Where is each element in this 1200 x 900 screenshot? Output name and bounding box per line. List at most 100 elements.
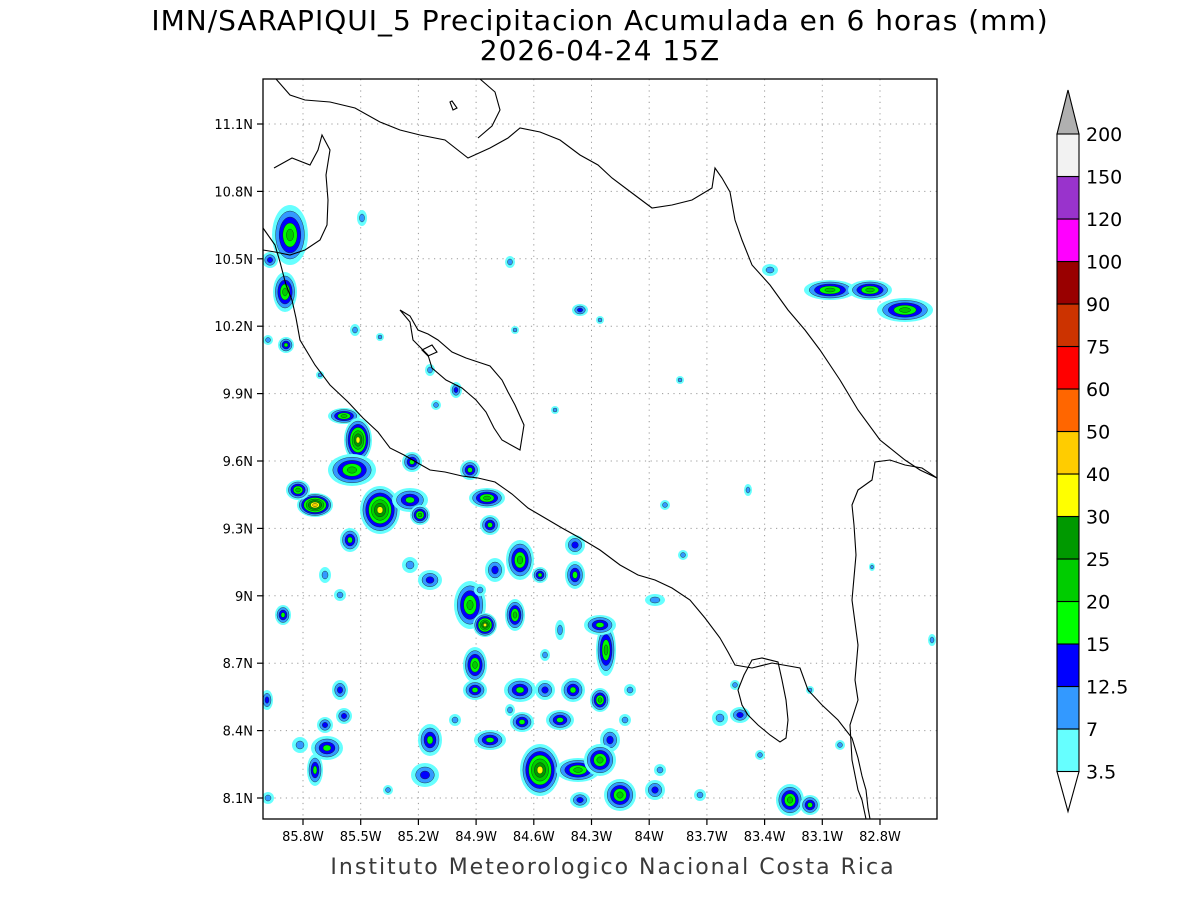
precip-contour: [576, 797, 584, 803]
colorbar-label: 15: [1086, 634, 1110, 656]
colorbar-box: [1056, 685, 1080, 730]
colorbar-label: 120: [1086, 209, 1122, 231]
precip-contour: [552, 407, 558, 413]
precip-contour: [491, 565, 499, 575]
precip-contour: [483, 495, 491, 501]
precip-contour: [837, 742, 843, 748]
precip-contour: [736, 712, 744, 718]
precip-contour: [336, 591, 344, 599]
colorbar-box: [1056, 345, 1080, 390]
precip-contour: [507, 706, 513, 714]
precip-contour: [385, 787, 391, 793]
lat-label: 9.9N: [223, 388, 253, 403]
precip-contour: [471, 687, 479, 693]
precip-contour: [426, 735, 434, 745]
colorbar-label: 40: [1086, 464, 1110, 486]
island-chira: [421, 344, 438, 357]
precip-contour: [542, 651, 548, 659]
longitude-labels: 85.8W 85.5W 85.2W 84.9W 84.6W 84.3W 84W 83.7W 83…: [282, 830, 901, 845]
map-subtitle: 2026-04-24 15Z: [479, 34, 721, 67]
precip-contour: [656, 766, 664, 774]
precip-contour: [824, 287, 836, 293]
precip-contour: [352, 326, 358, 334]
precip-contour: [680, 552, 686, 558]
precip-contour: [340, 414, 348, 418]
lon-label: 85.8W: [282, 830, 324, 845]
precip-contour: [597, 697, 603, 703]
precip-contour: [596, 756, 604, 764]
precip-contour: [280, 612, 286, 618]
lon-label: 84.6W: [513, 830, 555, 845]
lat-label: 10.2N: [214, 320, 253, 335]
map-title: IMN/SARAPIQUI_5 Precipitacion Acumulada …: [151, 4, 1049, 37]
caribbean-coast: [275, 79, 937, 479]
precip-contour: [537, 572, 543, 578]
lat-label: 8.7N: [223, 657, 253, 672]
colorbar-label: 150: [1086, 167, 1122, 189]
precip-contour: [425, 576, 435, 584]
colorbar-label: 200: [1086, 124, 1122, 146]
precip-contour: [427, 366, 433, 374]
credit-line: Instituto Meteorologico Nacional Costa R…: [330, 855, 896, 880]
precip-contour: [929, 636, 935, 644]
precip-contour: [569, 686, 577, 694]
precip-contour: [512, 327, 518, 333]
small-island: [449, 100, 458, 111]
precip-contour: [467, 467, 473, 473]
axis-ticks: [257, 123, 881, 825]
lon-label: 84.3W: [571, 830, 613, 845]
lon-label: 83.7W: [686, 830, 728, 845]
precip-contour: [476, 586, 484, 594]
colorbar-box: [1056, 388, 1080, 433]
precip-contour: [807, 802, 813, 808]
lat-label: 11.1N: [214, 118, 253, 133]
precip-contour: [696, 791, 704, 799]
precip-contour: [577, 307, 583, 313]
colorbar-box: [1056, 643, 1080, 688]
precip-contour: [283, 342, 289, 348]
map-frame: [262, 78, 938, 820]
precip-contour: [677, 377, 683, 383]
precip-contour: [420, 770, 430, 780]
precip-contour: [312, 503, 318, 507]
precip-contour: [616, 791, 624, 799]
precip-contour: [515, 686, 525, 694]
lat-label: 10.5N: [214, 253, 253, 268]
precipitation-field: [263, 205, 936, 816]
precip-contour: [572, 571, 578, 579]
gulf-of-nicoya: [399, 309, 525, 451]
precip-contour: [265, 337, 271, 343]
precip-contour: [571, 541, 579, 549]
precip-contour: [626, 686, 634, 694]
colorbar-box: [1056, 260, 1080, 305]
precip-contour: [518, 719, 526, 725]
colorbar-label: 3.5: [1086, 762, 1116, 784]
precip-contour: [322, 722, 328, 728]
precip-contour: [405, 560, 415, 570]
precip-contour: [541, 686, 549, 694]
precip-contour: [651, 786, 659, 794]
precip-contour: [376, 506, 384, 514]
precip-contour: [597, 317, 603, 323]
precip-contour: [662, 502, 668, 508]
precip-contour: [472, 661, 478, 669]
precip-contour: [870, 564, 874, 570]
colorbar-label: 60: [1086, 379, 1110, 401]
colorbar-box: [1056, 515, 1080, 560]
precip-contour: [595, 622, 605, 628]
precip-contour: [264, 696, 270, 704]
precip-contour: [264, 794, 272, 802]
colorbar-label: 30: [1086, 507, 1110, 529]
precip-contour: [322, 744, 332, 752]
precip-contour: [321, 570, 329, 580]
precip-contour: [267, 257, 273, 263]
precip-contour: [715, 713, 725, 723]
precip-contour: [417, 512, 423, 518]
precip-contour: [347, 466, 358, 474]
lat-label: 10.8N: [214, 185, 253, 200]
nicaragua-lake-shore: [477, 79, 501, 139]
precip-contour: [286, 228, 294, 242]
precip-contour: [899, 307, 911, 313]
